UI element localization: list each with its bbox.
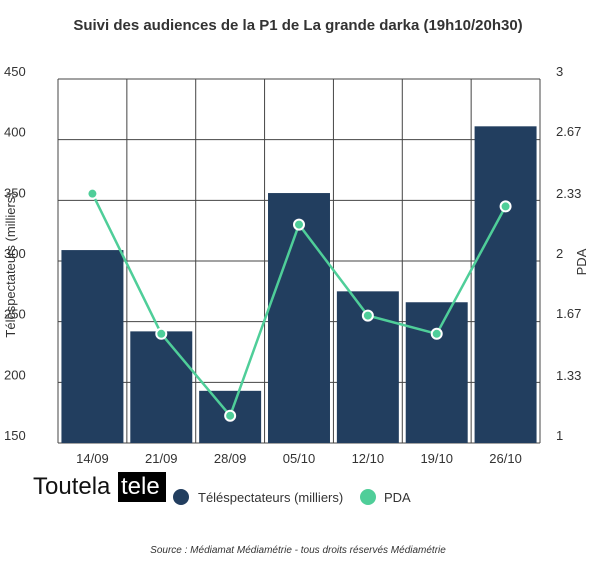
x-tick-label: 26/10 bbox=[489, 451, 522, 466]
y-right-tick-label: 1 bbox=[556, 428, 563, 443]
legend-label-pda: PDA bbox=[384, 490, 411, 505]
y-right-tick-label: 2.67 bbox=[556, 124, 581, 139]
y-left-tick-label: 350 bbox=[4, 185, 26, 200]
pda-point-05/10 bbox=[293, 218, 305, 231]
bars bbox=[61, 126, 537, 443]
right-axis-ticks: 1 1.33 1.67 2 2.33 2.67 3 bbox=[556, 64, 581, 443]
legend: Téléspectateurs (milliers) PDA bbox=[173, 489, 411, 505]
y-left-axis-label: Téléspectateurs (milliers) bbox=[3, 192, 18, 337]
x-tick-label: 12/10 bbox=[352, 451, 385, 466]
logo-text-b: tele bbox=[121, 473, 160, 500]
pda-point-14/09 bbox=[86, 187, 99, 200]
toutelatele-logo: Toutela tele bbox=[33, 472, 166, 502]
y-left-tick-label: 200 bbox=[4, 367, 26, 382]
bar-26/10 bbox=[474, 126, 537, 443]
y-right-tick-label: 2.33 bbox=[556, 186, 581, 201]
x-tick-label: 14/09 bbox=[76, 451, 109, 466]
pda-point-28/09 bbox=[224, 409, 237, 422]
legend-label-viewers: Téléspectateurs (milliers) bbox=[198, 490, 343, 505]
x-axis-ticks: 14/09 21/09 28/09 05/10 12/10 19/10 26/10 bbox=[76, 451, 522, 466]
y-left-tick-label: 300 bbox=[4, 246, 26, 261]
x-tick-label: 19/10 bbox=[420, 451, 453, 466]
bar-05/10 bbox=[268, 193, 330, 443]
pda-point-19/10 bbox=[430, 327, 443, 340]
y-left-tick-label: 150 bbox=[4, 428, 26, 443]
chart-title: Suivi des audiences de la P1 de La grand… bbox=[73, 17, 522, 34]
x-tick-label: 28/09 bbox=[214, 451, 247, 466]
pda-point-26/10 bbox=[499, 200, 512, 213]
legend-swatch-pda bbox=[360, 489, 376, 505]
pda-point-21/09 bbox=[155, 327, 168, 340]
left-axis-ticks: 150 200 250 300 350 400 450 bbox=[4, 64, 26, 443]
pda-line bbox=[86, 187, 512, 422]
y-right-tick-label: 3 bbox=[556, 64, 563, 79]
legend-swatch-viewers bbox=[173, 489, 189, 505]
y-right-tick-label: 1.33 bbox=[556, 368, 581, 383]
y-left-tick-label: 450 bbox=[4, 64, 26, 79]
y-right-tick-label: 2 bbox=[556, 246, 563, 261]
bar-14/09 bbox=[61, 250, 124, 443]
logo-box bbox=[118, 472, 166, 502]
x-tick-label: 21/09 bbox=[145, 451, 178, 466]
bar-21/09 bbox=[130, 331, 193, 443]
source-note: Source : Médiamat Médiamétrie - tous dro… bbox=[150, 545, 446, 556]
pda-point-12/10 bbox=[361, 309, 374, 322]
y-right-axis-label: PDA bbox=[574, 248, 589, 275]
y-left-tick-label: 250 bbox=[4, 307, 26, 322]
logo-text-a: Toutela bbox=[33, 473, 111, 500]
y-left-tick-label: 400 bbox=[4, 125, 26, 140]
y-right-tick-label: 1.67 bbox=[556, 306, 581, 321]
bar-19/10 bbox=[405, 302, 468, 443]
x-tick-label: 05/10 bbox=[283, 451, 316, 466]
